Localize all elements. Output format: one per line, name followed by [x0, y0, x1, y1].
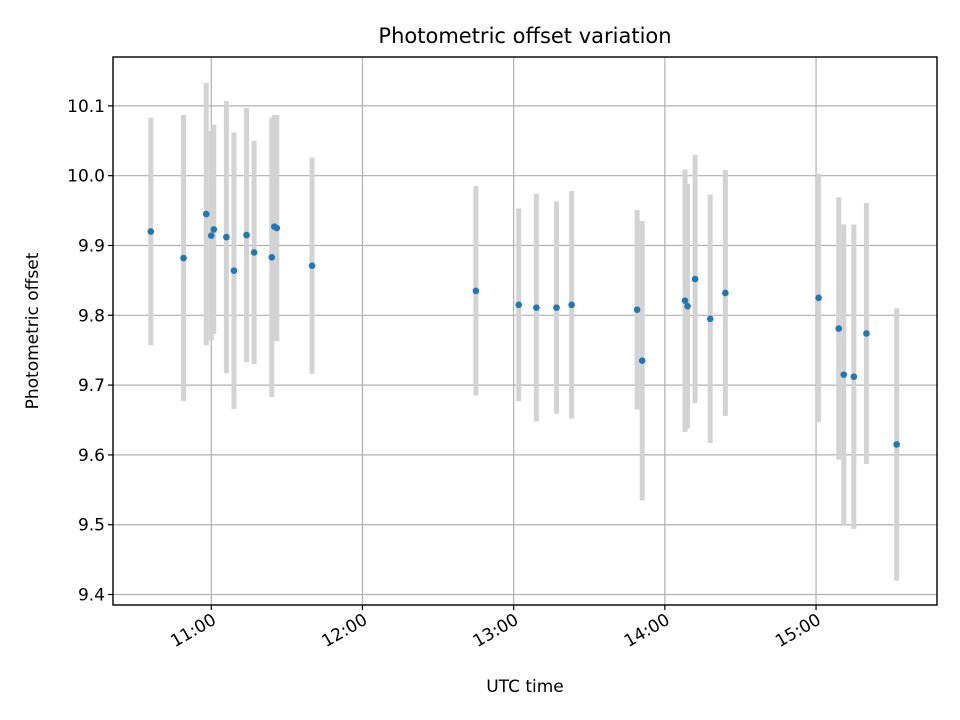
error-bars — [148, 82, 900, 581]
x-tick-label: 14:00 — [621, 610, 673, 652]
data-point — [684, 302, 691, 310]
data-point — [308, 262, 316, 270]
data-point — [533, 304, 540, 311]
data-point — [268, 254, 276, 261]
data-point — [840, 371, 848, 378]
data-points — [147, 210, 900, 448]
data-point — [815, 294, 822, 302]
data-point — [850, 373, 858, 381]
y-tick-label: 9.8 — [78, 306, 105, 326]
y-tick-label: 9.4 — [78, 586, 105, 606]
y-tick-label: 10.1 — [67, 97, 105, 117]
data-point — [207, 232, 215, 240]
data-point — [681, 297, 689, 304]
data-point — [633, 306, 641, 314]
chart-title: Photometric offset variation — [378, 24, 671, 48]
y-tick-label: 9.7 — [78, 376, 105, 396]
y-tick-label: 9.5 — [78, 516, 105, 536]
data-point — [210, 226, 218, 233]
data-point — [230, 267, 238, 274]
data-point — [223, 233, 230, 241]
y-tick-label: 9.9 — [78, 236, 105, 256]
data-point — [250, 249, 258, 256]
data-point — [472, 287, 480, 295]
data-point — [835, 325, 843, 332]
x-tick-label: 11:00 — [167, 610, 219, 652]
data-point — [706, 315, 714, 323]
data-point — [638, 357, 646, 364]
data-point — [273, 224, 281, 232]
y-axis-label: Photometric offset — [23, 252, 43, 409]
x-tick-label: 15:00 — [772, 610, 824, 652]
data-point — [893, 441, 900, 448]
x-tick-label: 12:00 — [319, 610, 371, 652]
data-point — [180, 254, 187, 262]
data-point — [553, 304, 560, 311]
data-point — [515, 301, 523, 309]
data-point — [863, 330, 870, 337]
grid — [113, 57, 937, 605]
x-tick-label: 13:00 — [470, 610, 522, 652]
data-point — [202, 210, 210, 218]
y-tick-label: 9.6 — [78, 446, 105, 466]
data-point — [147, 228, 155, 235]
data-point — [568, 301, 575, 309]
x-axis-label: UTC time — [486, 677, 564, 697]
plot-frame — [112, 56, 938, 606]
data-point — [243, 231, 250, 239]
data-point — [691, 275, 699, 283]
y-tick-label: 10.0 — [67, 167, 105, 187]
data-point — [722, 289, 729, 297]
